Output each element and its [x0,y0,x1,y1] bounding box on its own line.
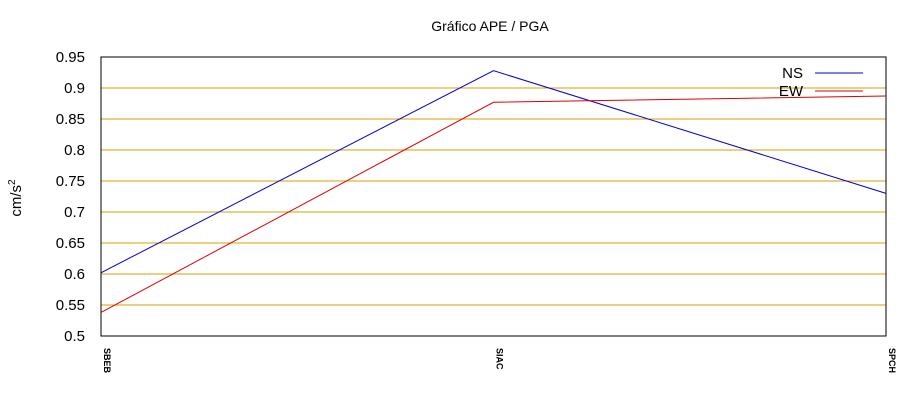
y-tick-label: 0.85 [56,111,85,128]
x-tick-label: SPCH [887,348,897,373]
y-axis-label-exponent: 2 [7,179,18,185]
y-tick-label: 0.5 [64,328,85,345]
series-line-ew [100,95,887,313]
series-line-ns [100,70,887,274]
chart-title: Gráfico APE / PGA [431,18,549,34]
y-tick-label: 0.9 [64,80,85,97]
y-tick-label: 0.95 [56,49,85,66]
x-tick-label: SBEB [102,348,112,374]
y-axis-label: cm/s2 [7,179,25,217]
y-tick-label: 0.6 [64,266,85,283]
y-axis-label-base: cm/s [8,185,25,217]
y-tick-label: 0.7 [64,204,85,221]
legend-label: EW [779,83,804,100]
y-tick-label: 0.55 [56,297,85,314]
y-tick-label: 0.75 [56,173,85,190]
y-tick-label: 0.8 [64,142,85,159]
legend-label: NS [782,65,803,82]
x-tick-label: SIAC [495,348,505,370]
series-lines [100,70,887,313]
y-tick-label: 0.65 [56,235,85,252]
y-axis-ticks: 0.5 0.55 0.6 0.65 0.7 0.75 0.8 0.85 0.9 0.95 [56,49,85,345]
grid-lines [101,87,886,306]
plot-area-frame [100,56,887,337]
x-axis-ticks: SBEB SIAC SPCH [102,348,897,374]
